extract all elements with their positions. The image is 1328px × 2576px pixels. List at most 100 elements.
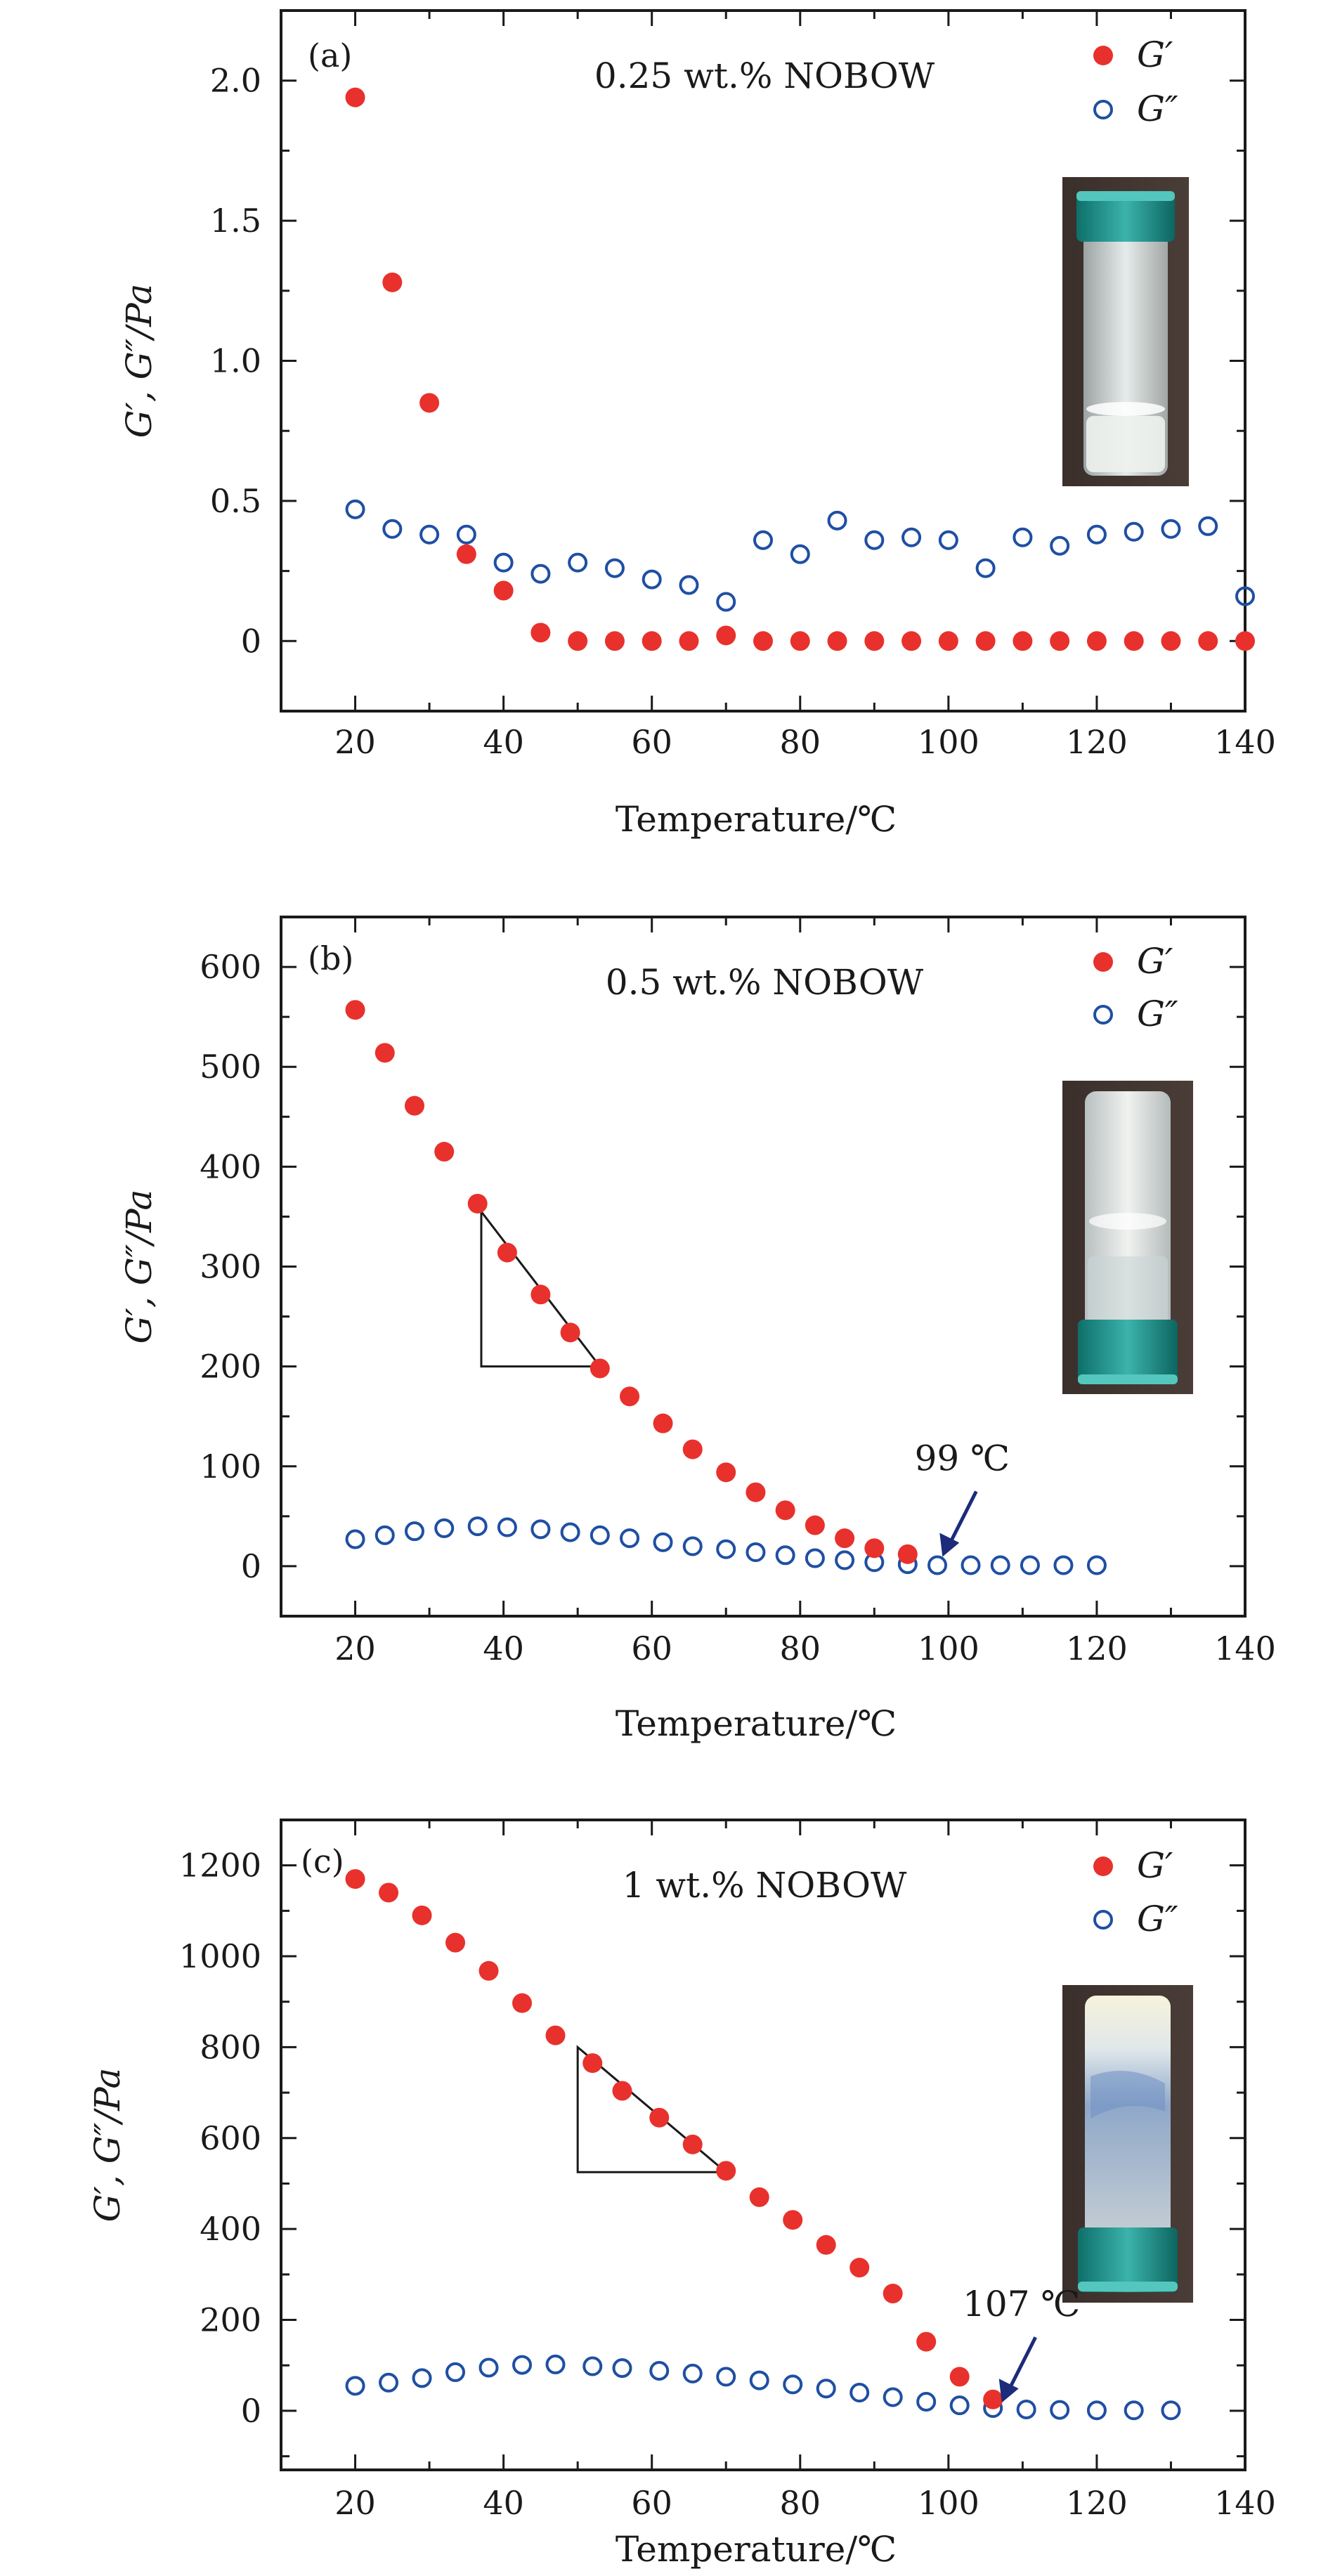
legend-label-g-prime: G′ — [1137, 34, 1173, 75]
g-prime-point — [1161, 631, 1181, 651]
legend-marker-g-prime — [1093, 1856, 1113, 1876]
y-tick-label: 200 — [200, 1348, 261, 1386]
g-prime-point — [805, 1515, 825, 1535]
legend-marker-g-double-prime — [1093, 1910, 1113, 1930]
g-prime-point — [445, 1932, 466, 1953]
legend-marker-g-double-prime — [1093, 1005, 1113, 1024]
x-tick-label: 40 — [483, 723, 524, 761]
g-prime-point — [897, 1544, 918, 1564]
g-prime-point — [620, 1386, 640, 1407]
g-double-prime-point — [961, 1555, 981, 1575]
gel-point-arrowhead — [939, 1533, 960, 1557]
g-double-prime-point — [1053, 1555, 1074, 1575]
y-axis-title: G′, G″/Pa — [119, 284, 160, 438]
g-double-prime-point — [1050, 2400, 1070, 2420]
g-prime-point — [716, 2161, 736, 2181]
g-prime-point — [590, 1358, 610, 1379]
g-double-prime-point — [419, 524, 440, 545]
g-prime-point — [716, 1462, 736, 1483]
x-tick-label: 140 — [1214, 723, 1276, 761]
g-prime-point — [649, 2107, 670, 2128]
y-tick-label: 100 — [200, 1448, 261, 1485]
g-double-prime-point — [612, 2358, 632, 2379]
x-tick-label: 140 — [1214, 1629, 1276, 1667]
g-prime-point — [530, 1284, 551, 1305]
g-prime-point — [983, 2389, 1003, 2409]
y-tick-label: 1200 — [179, 1847, 261, 1885]
g-prime-point — [412, 1905, 432, 1925]
g-double-prime-point — [883, 2387, 903, 2407]
g-prime-point — [790, 631, 810, 651]
g-double-prime-point — [716, 1539, 736, 1559]
g-double-prime-point — [590, 1525, 610, 1545]
g-double-prime-point — [990, 1555, 1010, 1575]
x-tick-label: 120 — [1066, 2484, 1128, 2522]
g-double-prime-point — [716, 2367, 736, 2387]
g-double-prime-point — [412, 2368, 432, 2388]
g-double-prime-point — [949, 2395, 970, 2416]
g-prime-point — [653, 1413, 673, 1433]
g-prime-point — [1013, 631, 1033, 651]
x-tick-label: 120 — [1066, 1629, 1128, 1667]
g-double-prime-point — [345, 499, 365, 519]
vial-photo — [1062, 177, 1189, 486]
legend-label-g-prime: G′ — [1137, 941, 1173, 982]
g-double-prime-point — [560, 1522, 580, 1542]
g-prime-point — [1050, 631, 1070, 651]
plot-frame — [280, 1819, 1246, 2471]
g-double-prime-point — [746, 1542, 766, 1563]
panel-label: (b) — [308, 939, 353, 977]
g-double-prime-point — [849, 2383, 870, 2403]
y-tick-label: 800 — [200, 2028, 261, 2066]
y-tick-label: 200 — [200, 2301, 261, 2339]
x-tick-label: 100 — [918, 1629, 979, 1667]
gel-point-label: 99 ℃ — [915, 1438, 1010, 1479]
g-double-prime-point — [382, 519, 403, 539]
g-prime-point — [493, 580, 514, 601]
g-prime-point — [1124, 631, 1144, 651]
g-double-prime-point — [753, 530, 773, 550]
x-tick-label: 40 — [483, 2484, 524, 2522]
x-tick-label: 140 — [1214, 2484, 1276, 2522]
legend-label-g-double-prime: G″ — [1137, 1899, 1178, 1939]
g-prime-point — [816, 2235, 836, 2255]
g-double-prime-point — [790, 544, 810, 564]
x-tick-label: 60 — [631, 2484, 672, 2522]
g-prime-point — [545, 2025, 566, 2045]
y-tick-label: 600 — [200, 948, 261, 986]
g-double-prime-point — [1016, 2399, 1036, 2419]
g-double-prime-point — [1124, 521, 1144, 542]
g-double-prime-point — [345, 2376, 365, 2396]
legend-label-g-prime: G′ — [1137, 1845, 1173, 1886]
g-prime-point — [1198, 631, 1218, 651]
g-double-prime-point — [682, 1536, 703, 1556]
g-double-prime-point — [1050, 535, 1070, 556]
x-tick-label: 60 — [631, 1629, 672, 1667]
y-tick-label: 1.5 — [210, 202, 261, 240]
g-prime-point — [604, 631, 625, 651]
g-double-prime-point — [530, 1519, 551, 1540]
g-double-prime-point — [775, 1545, 795, 1566]
legend-marker-g-prime — [1093, 46, 1113, 65]
g-prime-point — [642, 631, 662, 651]
y-tick-label: 0 — [241, 1547, 261, 1585]
chart-title: 0.5 wt.% NOBOW — [606, 962, 924, 1003]
g-prime-point — [379, 1882, 399, 1903]
legend-marker-g-double-prime — [1093, 100, 1113, 119]
g-prime-point — [497, 1242, 517, 1263]
g-prime-point — [749, 2187, 769, 2207]
g-prime-point — [419, 393, 440, 413]
g-prime-point — [938, 631, 958, 651]
g-double-prime-point — [445, 2362, 466, 2382]
g-double-prime-point — [530, 564, 551, 584]
g-double-prime-point — [1086, 2400, 1107, 2421]
chart-title: 0.25 wt.% NOBOW — [594, 56, 935, 96]
g-double-prime-point — [1161, 2400, 1181, 2421]
g-double-prime-point — [916, 2391, 937, 2412]
g-double-prime-point — [805, 1548, 825, 1568]
panel-label: (c) — [301, 1842, 344, 1880]
g-prime-point — [345, 1869, 365, 1889]
y-tick-label: 600 — [200, 2119, 261, 2157]
x-tick-label: 80 — [779, 1629, 821, 1667]
